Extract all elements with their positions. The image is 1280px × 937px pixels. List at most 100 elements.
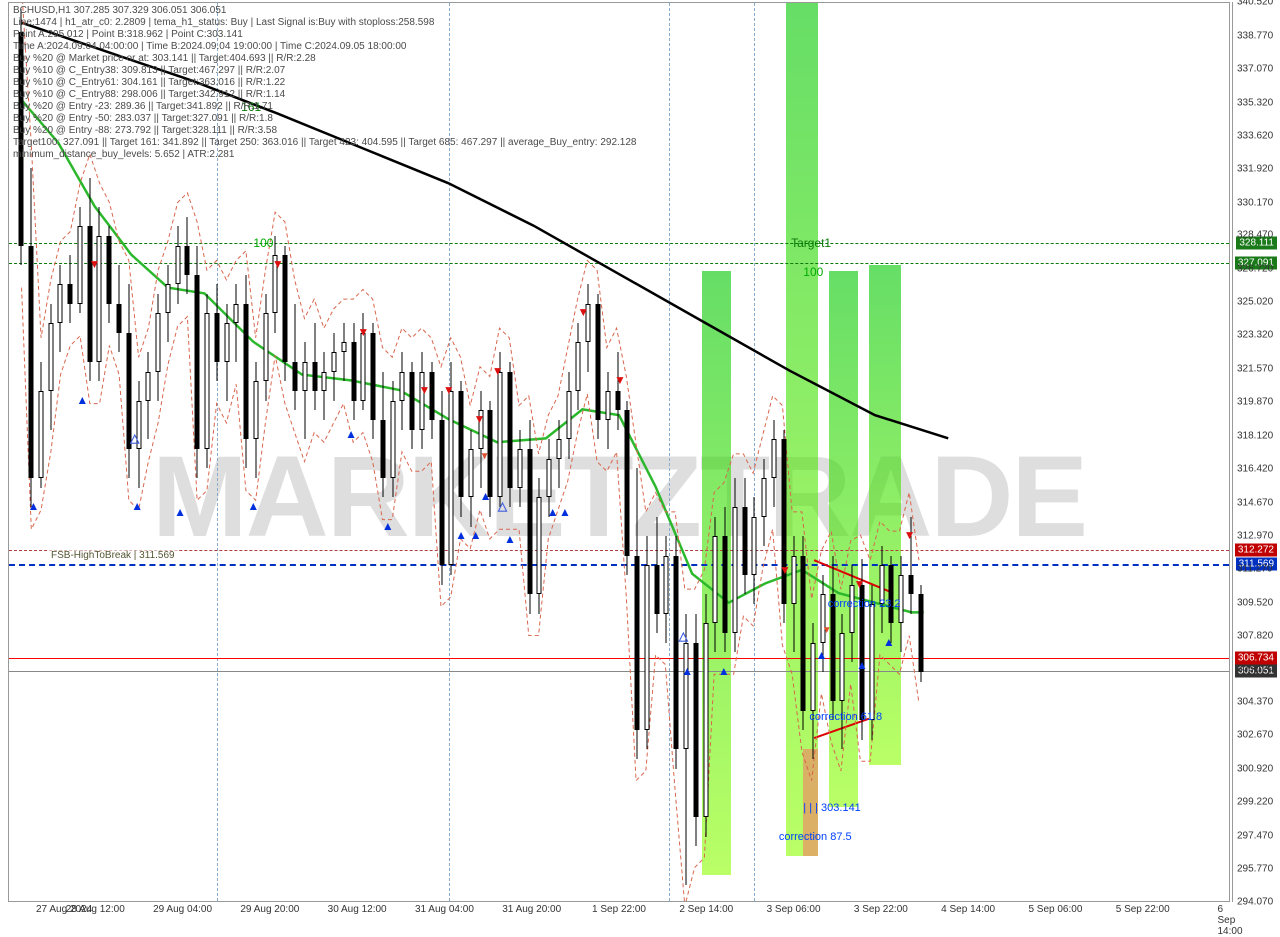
candle [312,323,318,410]
signal-arrow: ▲ [718,664,730,678]
candle [321,352,327,420]
candle [155,294,161,401]
signal-arrow: ▼ [418,383,430,397]
candle [263,294,269,401]
candle [751,497,757,604]
x-tick: 28 Aug 12:00 [66,904,125,915]
x-tick: 2 Sep 14:00 [679,904,733,915]
candle [409,362,415,449]
info-line: Buy %20 @ Entry -23: 289.36 || Target:34… [13,101,273,112]
y-tick: 302.670 [1237,730,1273,741]
signal-arrow: ▲ [27,499,39,513]
signal-arrow: △ [498,499,507,513]
candle [77,207,83,314]
x-tick: 31 Aug 04:00 [415,904,474,915]
candle [96,207,102,381]
candle [87,178,93,381]
signal-arrow: ▼ [779,563,791,577]
hline [9,671,1229,672]
info-line: Buy %20 @ Market price or at: 303.141 ||… [13,53,316,64]
signal-arrow: ▲ [382,519,394,533]
chart-label: correction 87.5 [779,831,852,843]
y-tick: 307.820 [1237,630,1273,641]
candle [126,284,132,478]
signal-arrow: ▲ [174,505,186,519]
y-tick: 299.220 [1237,797,1273,808]
signal-arrow: ▼ [854,577,866,591]
candle [214,284,220,381]
y-tick: 321.570 [1237,364,1273,375]
y-tick: 338.770 [1237,30,1273,41]
signal-arrow: ▲ [480,489,492,503]
signal-arrow: ▼ [473,412,485,426]
y-tick: 316.420 [1237,463,1273,474]
signal-arrow: ▲ [883,635,895,649]
candle [527,420,533,614]
candle [439,391,445,585]
candle [663,536,669,643]
hline [9,550,1229,551]
y-tick: 340.520 [1237,0,1273,8]
candle [712,517,718,653]
y-tick: 311.270 [1237,563,1272,574]
info-line: minimum_distance_buy_levels: 5.652 | ATR… [13,149,234,160]
signal-arrow: ▼ [492,364,504,378]
chart-label: correction 23.2 [828,598,901,610]
candle [800,536,806,730]
signal-arrow: ▲ [470,528,482,542]
candle [595,294,601,439]
session-vline [669,3,670,901]
candle [57,265,63,352]
info-line: Line:1474 | h1_atr_c0: 2.2809 | tema_h1_… [13,17,434,28]
candle [575,323,581,410]
y-tick: 337.070 [1237,63,1273,74]
symbol-header: BCHUSD,H1 307.285 307.329 306.051 306.05… [13,5,227,16]
y-tick: 309.520 [1237,597,1273,608]
candle [292,304,298,411]
candle [38,362,44,488]
chart-area[interactable]: MARKETZTRADE ▲▲▲▲▲▲▲▲▲▲▲▲▲▲▲▲▲▲▼▼▼▼▼▼▼▼▼… [8,2,1230,902]
candle [693,614,699,847]
candle [830,556,836,721]
candle [742,478,748,594]
y-tick: 326.720 [1237,264,1273,275]
hline [9,243,1229,244]
y-tick: 331.920 [1237,163,1273,174]
signal-arrow: ▲ [681,664,693,678]
candle [165,265,171,343]
candle [585,284,591,371]
signal-arrow: ▼ [904,528,916,542]
candle [458,381,464,517]
candle [761,459,767,546]
y-tick: 325.020 [1237,297,1273,308]
signal-arrow: ▼ [357,325,369,339]
x-tick: 5 Sep 22:00 [1116,904,1170,915]
y-tick: 297.470 [1237,831,1273,842]
info-line: Point A:295.012 | Point B:318.962 | Poin… [13,29,243,40]
candle [673,536,679,769]
candle [605,372,611,450]
y-tick: 323.320 [1237,330,1273,341]
x-tick: 1 Sep 22:00 [592,904,646,915]
candle [654,517,660,633]
candle [918,585,924,682]
y-tick: 318.120 [1237,431,1273,442]
candle [507,362,513,507]
candle [771,420,777,507]
candle [243,275,249,469]
x-tick: 29 Aug 04:00 [153,904,212,915]
candle [732,478,738,652]
candle [48,304,54,430]
chart-label: 100 [253,236,273,250]
candle [624,401,630,575]
y-axis: 340.520338.770337.070335.320333.620331.9… [1232,2,1280,902]
candle [341,323,347,381]
candle [351,323,357,420]
signal-arrow: ▼ [577,305,589,319]
candle [644,536,650,749]
candle [302,342,308,439]
x-tick: 3 Sep 06:00 [767,904,821,915]
x-tick: 5 Sep 06:00 [1028,904,1082,915]
candle [879,546,885,633]
chart-label: correction 61.8 [809,711,882,723]
